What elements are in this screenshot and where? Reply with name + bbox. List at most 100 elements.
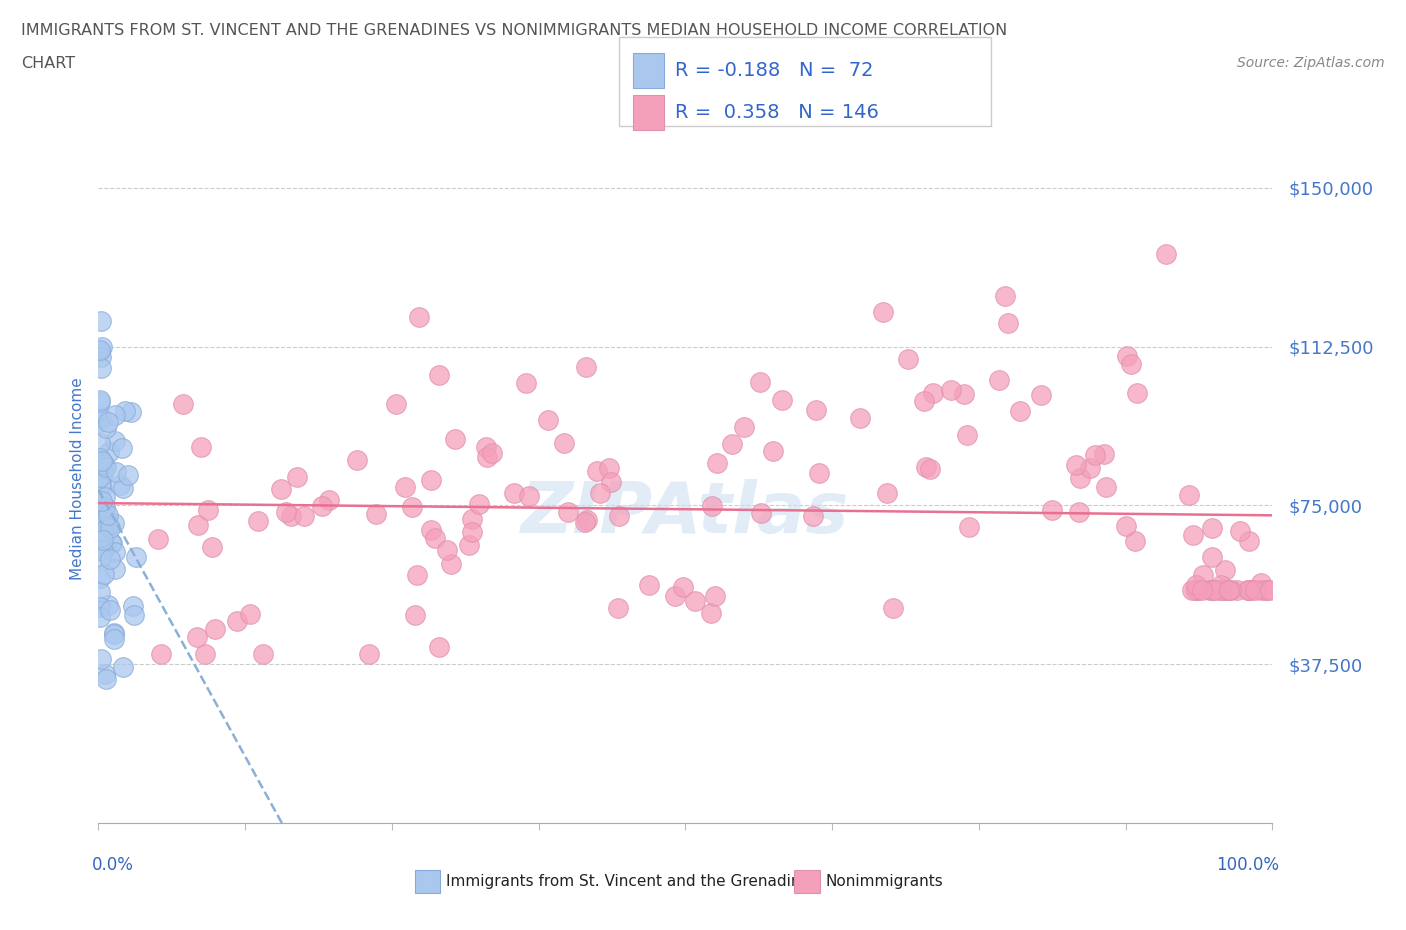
Point [112,659,135,674]
Point [90,454,112,469]
Point [89,392,111,407]
Point [89,342,111,357]
Point [405,567,427,582]
Text: Nonimmigrants: Nonimmigrants [825,874,943,889]
Point [1211,578,1233,592]
Point [1213,583,1236,598]
Point [1211,583,1233,598]
Point [537,413,560,428]
Point [90,530,112,545]
Point [93,533,115,548]
Point [1184,578,1206,592]
Point [108,477,131,492]
Point [419,523,441,538]
Point [103,625,125,640]
Point [1115,518,1137,533]
Point [664,588,686,603]
Point [475,439,498,454]
Point [1218,583,1240,598]
Point [1201,550,1223,565]
Point [89,435,111,450]
Point [920,461,942,476]
Text: R = -0.188   N =  72: R = -0.188 N = 72 [675,61,873,80]
Point [896,352,918,367]
Point [1216,583,1239,598]
Point [91,465,114,480]
Point [1178,487,1201,502]
Point [146,531,169,546]
Point [457,538,479,552]
Point [468,497,491,512]
Point [1080,460,1102,475]
Point [408,310,430,325]
Point [93,501,115,516]
Point [186,630,208,644]
Point [89,470,111,485]
Point [1191,583,1213,598]
Point [1239,533,1261,548]
Point [1181,583,1204,598]
Point [122,607,145,622]
Point [96,512,118,526]
Point [194,646,217,661]
Point [90,651,112,666]
Point [94,672,117,687]
Point [89,570,111,585]
Point [90,481,112,496]
Point [1218,583,1240,598]
Point [97,415,120,430]
Point [557,504,579,519]
Point [956,428,979,443]
Point [575,360,598,375]
Point [461,525,484,539]
Point [90,410,112,425]
Point [280,508,302,523]
Point [89,415,111,430]
Point [89,513,111,528]
Point [90,350,112,365]
Point [90,360,112,375]
Point [1258,583,1281,598]
Point [97,519,120,534]
Point [93,566,115,581]
Point [1250,576,1272,591]
Point [1237,583,1260,598]
Point [98,521,121,536]
Point [1239,583,1261,598]
Point [104,545,127,560]
Point [366,506,388,521]
Point [105,464,128,479]
Point [246,514,269,529]
Point [952,386,974,401]
Point [97,508,120,523]
Point [89,344,111,359]
Point [94,420,117,435]
Point [89,600,111,615]
Point [807,465,830,480]
Point [443,432,465,446]
Point [1119,356,1142,371]
Point [683,593,706,608]
Point [503,485,526,500]
Point [1250,583,1272,598]
Point [204,621,226,636]
Point [1154,246,1177,261]
Text: Immigrants from St. Vincent and the Grenadines: Immigrants from St. Vincent and the Gren… [446,874,818,889]
Point [1092,446,1115,461]
Point [1185,583,1208,598]
Point [101,536,124,551]
Point [285,470,308,485]
Point [460,512,482,526]
Point [91,540,114,555]
Point [98,603,121,618]
Point [103,631,125,646]
Point [103,515,125,530]
Point [187,518,209,533]
Point [90,550,112,565]
Point [427,640,450,655]
Point [394,480,416,495]
Point [401,499,423,514]
Point [637,578,659,592]
Point [1084,447,1107,462]
Point [517,488,540,503]
